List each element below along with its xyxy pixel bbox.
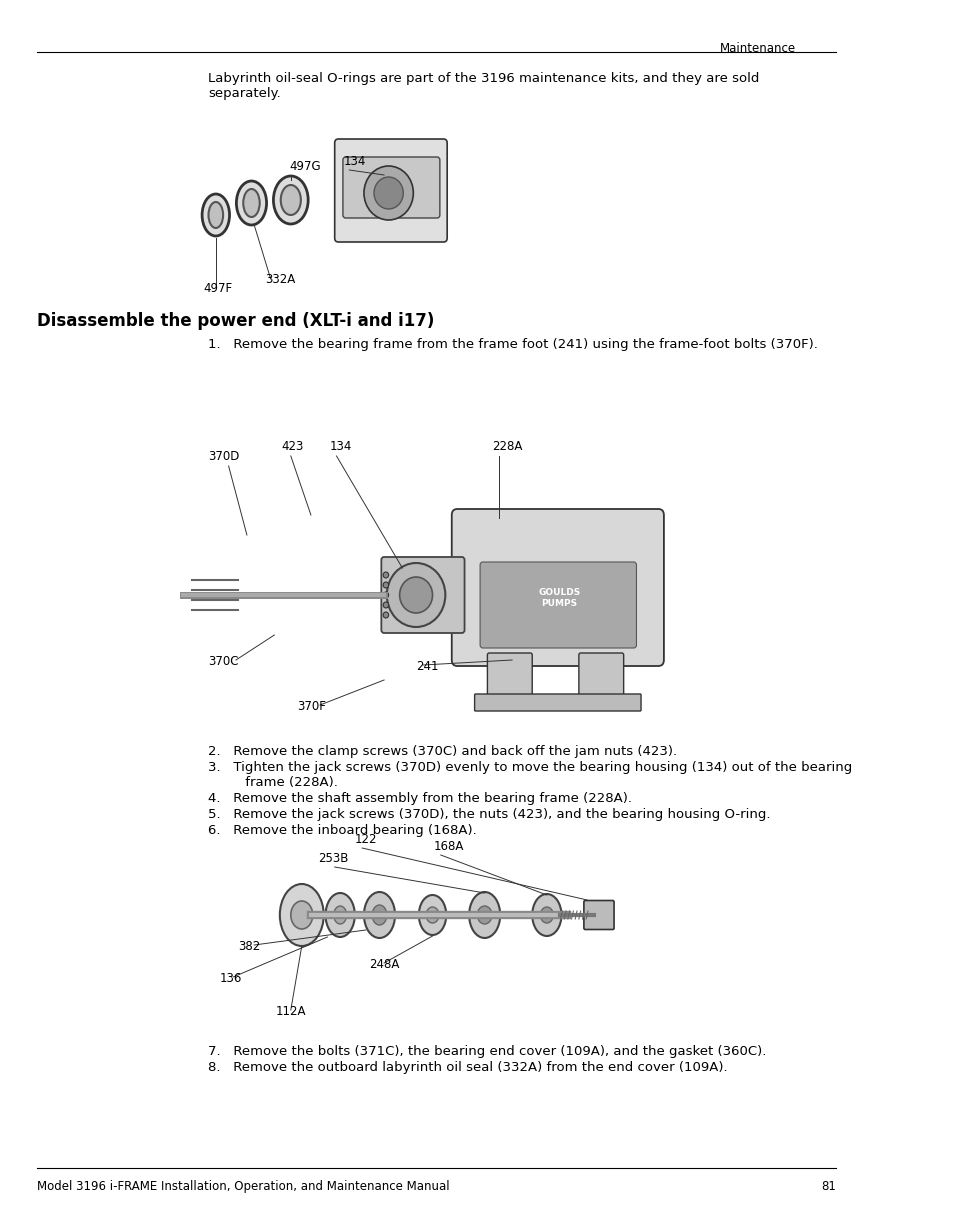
Circle shape <box>383 612 388 618</box>
Circle shape <box>383 572 388 578</box>
FancyBboxPatch shape <box>583 901 614 930</box>
Ellipse shape <box>334 906 346 924</box>
Text: 134: 134 <box>329 440 352 453</box>
Ellipse shape <box>274 175 308 225</box>
Text: 253B: 253B <box>318 852 348 865</box>
Text: Model 3196 i-FRAME Installation, Operation, and Maintenance Manual: Model 3196 i-FRAME Installation, Operati… <box>36 1180 449 1193</box>
Ellipse shape <box>418 894 446 935</box>
Ellipse shape <box>243 189 259 217</box>
Ellipse shape <box>279 883 323 946</box>
FancyBboxPatch shape <box>487 653 532 702</box>
Text: 228A: 228A <box>492 440 522 453</box>
Text: 7.   Remove the bolts (371C), the bearing end cover (109A), and the gasket (360C: 7. Remove the bolts (371C), the bearing … <box>209 1045 766 1058</box>
FancyBboxPatch shape <box>474 694 640 710</box>
Ellipse shape <box>540 907 553 923</box>
Text: 122: 122 <box>355 833 377 845</box>
Text: 497G: 497G <box>289 160 320 173</box>
Text: 332A: 332A <box>265 272 295 286</box>
FancyBboxPatch shape <box>381 557 464 633</box>
Circle shape <box>383 591 388 598</box>
Text: 370F: 370F <box>297 699 326 713</box>
Circle shape <box>399 577 432 614</box>
Text: GOULDS
PUMPS: GOULDS PUMPS <box>537 588 580 607</box>
Text: 3.   Tighten the jack screws (370D) evenly to move the bearing housing (134) out: 3. Tighten the jack screws (370D) evenly… <box>209 761 852 774</box>
Text: 8.   Remove the outboard labyrinth oil seal (332A) from the end cover (109A).: 8. Remove the outboard labyrinth oil sea… <box>209 1061 727 1074</box>
Circle shape <box>383 582 388 588</box>
Text: 4.   Remove the shaft assembly from the bearing frame (228A).: 4. Remove the shaft assembly from the be… <box>209 791 632 805</box>
Ellipse shape <box>202 194 230 236</box>
FancyBboxPatch shape <box>335 139 447 242</box>
Text: 2.   Remove the clamp screws (370C) and back off the jam nuts (423).: 2. Remove the clamp screws (370C) and ba… <box>209 745 677 758</box>
Text: 248A: 248A <box>369 958 399 971</box>
Circle shape <box>364 166 413 220</box>
Ellipse shape <box>364 892 395 937</box>
Text: 241: 241 <box>416 660 438 672</box>
FancyBboxPatch shape <box>578 653 623 702</box>
FancyBboxPatch shape <box>452 509 663 666</box>
FancyBboxPatch shape <box>479 562 636 648</box>
Text: 423: 423 <box>281 440 304 453</box>
Text: Maintenance: Maintenance <box>719 42 795 55</box>
Ellipse shape <box>325 893 355 937</box>
Text: Disassemble the power end (XLT-i and i17): Disassemble the power end (XLT-i and i17… <box>36 312 434 330</box>
Text: 370D: 370D <box>209 450 239 463</box>
Text: 6.   Remove the inboard bearing (168A).: 6. Remove the inboard bearing (168A). <box>209 825 476 837</box>
Ellipse shape <box>469 892 499 937</box>
Ellipse shape <box>476 906 492 924</box>
Circle shape <box>386 563 445 627</box>
Text: 382: 382 <box>237 940 260 953</box>
Circle shape <box>383 602 388 609</box>
Text: 168A: 168A <box>433 840 463 853</box>
Text: frame (228A).: frame (228A). <box>224 775 337 789</box>
FancyBboxPatch shape <box>342 157 439 218</box>
Ellipse shape <box>532 894 561 936</box>
Text: 1.   Remove the bearing frame from the frame foot (241) using the frame-foot bol: 1. Remove the bearing frame from the fra… <box>209 337 818 351</box>
Text: Labyrinth oil-seal O-rings are part of the 3196 maintenance kits, and they are s: Labyrinth oil-seal O-rings are part of t… <box>209 72 760 99</box>
Ellipse shape <box>209 202 223 228</box>
Text: 370C: 370C <box>209 655 239 667</box>
Ellipse shape <box>426 907 438 923</box>
Text: 5.   Remove the jack screws (370D), the nuts (423), and the bearing housing O-ri: 5. Remove the jack screws (370D), the nu… <box>209 809 770 821</box>
Text: 136: 136 <box>219 972 242 985</box>
Ellipse shape <box>372 906 386 925</box>
Text: 112A: 112A <box>275 1005 306 1018</box>
Ellipse shape <box>236 182 266 225</box>
Circle shape <box>374 177 403 209</box>
Text: 134: 134 <box>343 155 366 168</box>
Text: 81: 81 <box>821 1180 835 1193</box>
Text: 497F: 497F <box>203 282 232 294</box>
Ellipse shape <box>291 901 313 929</box>
Ellipse shape <box>280 185 300 215</box>
